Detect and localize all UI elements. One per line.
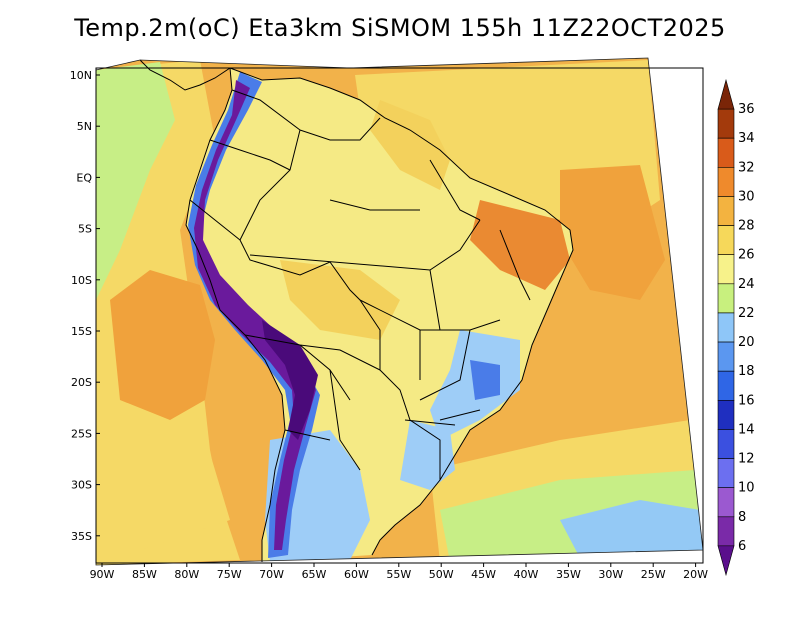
latitude-label: 10S xyxy=(71,274,92,287)
northeast-hot xyxy=(470,200,570,290)
colorbar-label: 12 xyxy=(738,452,755,467)
latitude-label: 25S xyxy=(71,427,92,440)
colorbar-label: 28 xyxy=(738,219,755,234)
political-borders xyxy=(139,59,574,562)
latitude-label: EQ xyxy=(76,171,92,184)
latitude-label: 20S xyxy=(71,376,92,389)
longitude-label: 80W xyxy=(174,568,199,581)
pacific-coastline xyxy=(185,67,286,562)
longitude-label: 75W xyxy=(217,568,242,581)
longitude-label: 70W xyxy=(259,568,284,581)
longitude-label: 85W xyxy=(132,568,157,581)
central-america xyxy=(139,59,231,91)
pacific-cool-band xyxy=(96,62,175,300)
colorbar-label: 22 xyxy=(738,306,755,321)
longitude-label: 20W xyxy=(683,568,708,581)
state-borders xyxy=(249,159,531,426)
brazil-border xyxy=(239,117,441,480)
colorbar-label: 6 xyxy=(738,539,746,554)
colorbar-swatch xyxy=(717,370,735,401)
longitude-label: 40W xyxy=(514,568,539,581)
longitude-label: 90W xyxy=(90,568,115,581)
colorbar-label: 14 xyxy=(738,422,755,437)
colorbar-swatch xyxy=(717,545,735,577)
colorbar-swatch xyxy=(717,137,735,168)
colorbar-swatch xyxy=(717,167,735,197)
longitude-label: 50W xyxy=(429,568,454,581)
longitude-label: 65W xyxy=(302,568,327,581)
colorbar: 6 8 10 12 14 16 18 20 22 24 26 28 30 32 34 36 xyxy=(717,78,755,577)
altiplano-deep xyxy=(262,320,318,440)
map-title: Temp.2m(oC) Eta3km SiSMOM 155h 11Z22OCT2… xyxy=(74,14,726,42)
colorbar-label: 18 xyxy=(738,364,755,379)
colorbar-swatch xyxy=(717,312,735,343)
colorbar-swatch xyxy=(717,78,735,110)
colorbar-swatch xyxy=(717,458,735,488)
colorbar-swatch xyxy=(717,399,735,430)
longitude-label: 25W xyxy=(641,568,666,581)
colorbar-label: 34 xyxy=(738,131,755,146)
andean-borders xyxy=(189,89,381,471)
longitude-label: 30W xyxy=(598,568,623,581)
pacific-warm-core xyxy=(110,270,215,420)
guiana-warm xyxy=(370,100,450,190)
colorbar-label: 16 xyxy=(738,393,755,408)
colorbar-swatch xyxy=(717,225,735,256)
longitude-label: 55W xyxy=(386,568,411,581)
latitude-label: 5N xyxy=(77,120,92,133)
amazon-warm xyxy=(280,260,400,340)
andes-cordillera-cold xyxy=(188,72,320,558)
colorbar-label: 30 xyxy=(738,189,755,204)
colorbar-swatch xyxy=(717,516,735,547)
colorbar-swatch xyxy=(717,254,735,285)
latitude-label: 10N xyxy=(70,69,92,82)
colorbar-swatch xyxy=(717,487,735,518)
map-axes-box xyxy=(95,67,704,564)
colorbar-swatch xyxy=(717,108,735,139)
latitude-label: 30S xyxy=(71,479,92,492)
colorbar-swatch xyxy=(717,196,735,226)
atlantic-south-cold xyxy=(560,500,703,558)
longitude-labels: 90W 85W 80W 75W 70W 65W 60W 55W 50W 45W 40W 35W 30W 2… xyxy=(90,563,708,581)
colorbar-label: 26 xyxy=(738,248,755,263)
latitude-labels: 10N 5N EQ 5S 10S 15S 20S 25S 30S 35S xyxy=(70,69,100,543)
longitude-label: 60W xyxy=(344,568,369,581)
colorbar-swatch xyxy=(717,283,735,314)
colorbar-swatch xyxy=(717,341,735,372)
colorbar-label: 32 xyxy=(738,160,755,175)
temperature-field xyxy=(96,58,703,565)
colorbar-label: 20 xyxy=(738,335,755,350)
colorbar-label: 36 xyxy=(738,102,755,117)
colorbar-swatch xyxy=(717,429,735,459)
southeast-highland-cold xyxy=(470,360,500,400)
colorbar-label: 10 xyxy=(738,481,755,496)
colorbar-label: 8 xyxy=(738,510,746,525)
longitude-label: 45W xyxy=(471,568,496,581)
colorbar-label: 24 xyxy=(738,277,755,292)
latitude-label: 15S xyxy=(71,325,92,338)
latitude-label: 5S xyxy=(78,223,92,236)
south-highland-cool xyxy=(400,420,455,490)
longitude-label: 35W xyxy=(556,568,581,581)
atlantic-tropical-hot xyxy=(560,165,665,300)
latitude-label: 35S xyxy=(71,530,92,543)
domain-frame xyxy=(95,57,704,566)
andes-cordillera-violet xyxy=(194,80,316,550)
